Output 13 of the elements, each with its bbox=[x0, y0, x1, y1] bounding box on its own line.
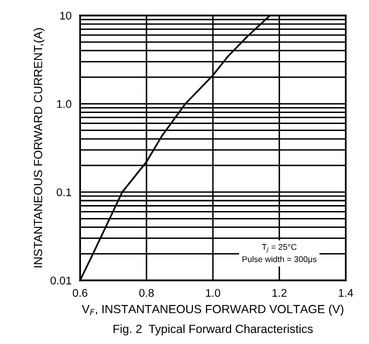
y-tick-label: 10 bbox=[60, 12, 72, 20]
y-tick-label: 0.01 bbox=[50, 276, 72, 284]
y-tick-label: 0.1 bbox=[56, 188, 72, 196]
x-tick-label: 0.8 bbox=[139, 288, 154, 297]
y-tick-label: 1.0 bbox=[57, 100, 72, 108]
x-tick-label: 1.4 bbox=[338, 289, 354, 297]
y-axis-title: INSTANTANEOUS FORWARD CURRENT,(A) bbox=[34, 28, 45, 268]
x-tick-label: 1.0 bbox=[206, 288, 220, 297]
caption: Fig. 2 Typical Forward Characteristics bbox=[114, 324, 313, 336]
x-axis-title: V$_{F}$, INSTANTANEOUS FORWARD VOLTAGE (V) bbox=[82, 304, 344, 316]
x-tick-label: 0.6 bbox=[72, 288, 88, 297]
annotation: T$_{j}$ = 25°C Pulse width = 300μs bbox=[242, 244, 317, 264]
x-tick-label: 1.2 bbox=[272, 288, 286, 297]
